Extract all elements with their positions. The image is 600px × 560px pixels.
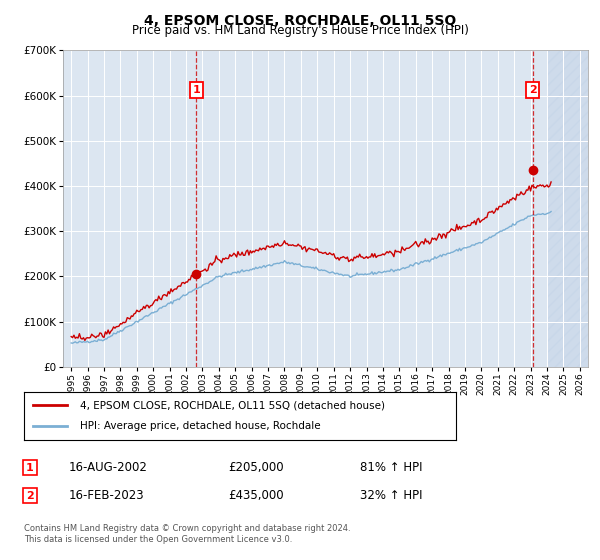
Text: 4, EPSOM CLOSE, ROCHDALE, OL11 5SQ (detached house): 4, EPSOM CLOSE, ROCHDALE, OL11 5SQ (deta… <box>80 400 385 410</box>
Text: Price paid vs. HM Land Registry's House Price Index (HPI): Price paid vs. HM Land Registry's House … <box>131 24 469 37</box>
Text: 1: 1 <box>193 85 200 95</box>
Text: HPI: Average price, detached house, Rochdale: HPI: Average price, detached house, Roch… <box>80 421 321 431</box>
Text: This data is licensed under the Open Government Licence v3.0.: This data is licensed under the Open Gov… <box>24 535 292 544</box>
Text: 81% ↑ HPI: 81% ↑ HPI <box>360 461 422 474</box>
Text: Contains HM Land Registry data © Crown copyright and database right 2024.: Contains HM Land Registry data © Crown c… <box>24 524 350 533</box>
Text: 2: 2 <box>26 491 34 501</box>
Text: 1: 1 <box>26 463 34 473</box>
Text: 16-FEB-2023: 16-FEB-2023 <box>69 489 145 502</box>
Text: 16-AUG-2002: 16-AUG-2002 <box>69 461 148 474</box>
Bar <box>547 50 588 367</box>
Text: 32% ↑ HPI: 32% ↑ HPI <box>360 489 422 502</box>
Text: £205,000: £205,000 <box>228 461 284 474</box>
Text: £435,000: £435,000 <box>228 489 284 502</box>
Text: 2: 2 <box>529 85 536 95</box>
Text: 4, EPSOM CLOSE, ROCHDALE, OL11 5SQ: 4, EPSOM CLOSE, ROCHDALE, OL11 5SQ <box>144 14 456 28</box>
